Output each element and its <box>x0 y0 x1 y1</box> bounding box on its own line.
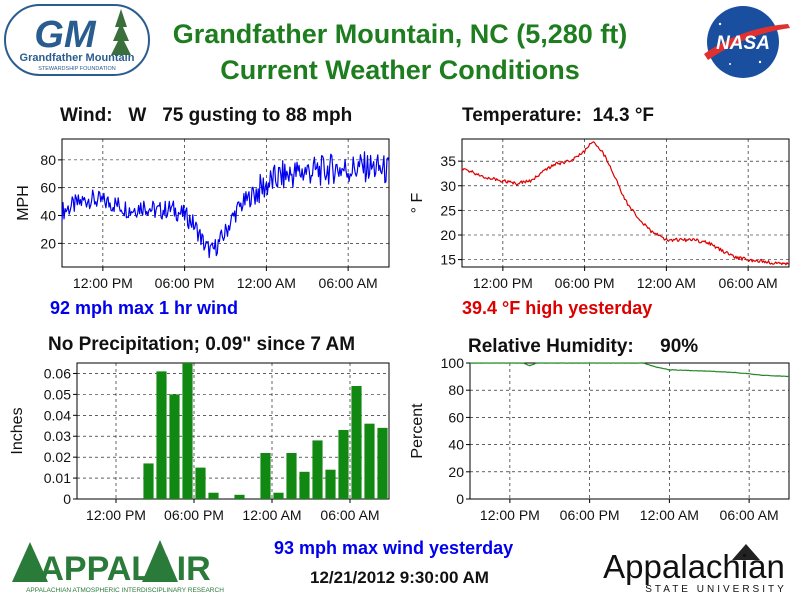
humidity-ytick-label: 80 <box>448 382 464 398</box>
precipitation-bar <box>364 423 375 499</box>
wind-xtick-label: 12:00 AM <box>237 275 296 291</box>
precipitation-bar <box>351 386 362 499</box>
precipitation-bar <box>377 427 388 499</box>
precipitation-plot-area <box>76 362 390 500</box>
appalachian-state-logo: Appalachian STATE UNIVERSITY <box>596 540 796 596</box>
precipitation-xtick-label: 12:00 AM <box>242 507 301 523</box>
temperature-xtick-label: 12:00 PM <box>473 275 533 291</box>
wind-series-line <box>61 151 390 259</box>
precipitation-ytick-label: 0.05 <box>44 386 71 402</box>
appalair-logo-tagline: APPALACHIAN ATMOSPHERIC INTERDISCIPLINAR… <box>26 587 224 594</box>
appalachian-logo-text: Appalachian <box>603 548 785 585</box>
wind-xtick-label: 06:00 PM <box>155 275 215 291</box>
precipitation-ytick-label: 0.03 <box>44 428 71 444</box>
temperature-xtick-label: 06:00 PM <box>555 275 615 291</box>
humidity-xtick-label: 12:00 PM <box>480 507 540 523</box>
temperature-ytick-label: 30 <box>440 178 456 194</box>
wind-xtick-label: 12:00 PM <box>73 275 133 291</box>
temperature-series-line <box>461 141 790 266</box>
temperature-chart-title: Temperature: 14.3 °F <box>462 105 655 126</box>
timestamp: 12/21/2012 9:30:00 AM <box>310 568 489 587</box>
precipitation-bar <box>156 371 167 499</box>
wind-chart-title: Wind: W 75 gusting to 88 mph <box>60 105 353 126</box>
humidity-xtick-label: 06:00 AM <box>720 507 779 523</box>
temperature-ylabel: ° F <box>409 192 426 213</box>
wind-max-note: 92 mph max 1 hr wind <box>50 298 239 318</box>
wind-ytick-label: 20 <box>40 235 56 251</box>
precipitation-xtick-label: 06:00 AM <box>320 507 379 523</box>
humidity-ytick-label: 60 <box>448 409 464 425</box>
max-wind-yesterday: 93 mph max wind yesterday <box>274 538 514 558</box>
humidity-ytick-label: 0 <box>456 491 464 507</box>
temperature-ytick-label: 25 <box>440 202 456 218</box>
wind-chart: 20 40 60 80 12:00 PM 06:00 PM 12:00 AM 06:00 AM… <box>15 138 390 291</box>
humidity-ylabel: Percent <box>409 403 426 459</box>
precipitation-ytick-label: 0.04 <box>44 407 71 423</box>
precipitation-bar <box>234 494 245 499</box>
appalachian-logo-tagline: STATE UNIVERSITY <box>645 584 787 595</box>
precipitation-ytick-label: 0 <box>63 491 71 507</box>
humidity-plot-area <box>469 362 790 500</box>
precipitation-bar <box>195 467 206 499</box>
appalair-logo-text: APPALAIR <box>39 550 210 588</box>
page-title-line1: Grandfather Mountain, NC (5,280 ft) <box>172 19 628 49</box>
gm-logo-letters: GM <box>34 14 97 56</box>
precipitation-bar <box>143 463 154 499</box>
temperature-xtick-label: 12:00 AM <box>637 275 696 291</box>
precipitation-bar <box>299 471 310 499</box>
precipitation-bar <box>260 452 271 499</box>
humidity-ytick-label: 40 <box>448 437 464 453</box>
temperature-ytick-label: 15 <box>440 252 456 268</box>
humidity-chart: 0 20 40 60 80 100 12:00 PM 06:00 PM 12:00 AM 06:0… <box>409 355 790 523</box>
precip-chart-title: No Precipitation; 0.09" since 7 AM <box>48 334 356 355</box>
humidity-ytick-label: 100 <box>441 355 465 371</box>
wind-xtick-label: 06:00 AM <box>319 275 378 291</box>
grandfather-mountain-logo: GM Grandfather Mountain STEWARDSHIP FOUN… <box>3 3 153 77</box>
precipitation-bar <box>182 363 193 499</box>
temperature-ytick-label: 20 <box>440 227 456 243</box>
gm-logo-tagline: STEWARDSHIP FOUNDATION <box>38 66 116 72</box>
temperature-chart: 15 20 25 30 35 12:00 PM 06:00 PM 12:00 AM 06:00 … <box>409 138 790 291</box>
humidity-ytick-label: 20 <box>448 464 464 480</box>
precipitation-ytick-label: 0.01 <box>44 470 71 486</box>
precipitation-bar <box>325 469 336 499</box>
temperature-plot-area <box>461 138 790 268</box>
appalair-logo: APPALAIR APPALACHIAN ATMOSPHERIC INTERDI… <box>10 534 240 596</box>
precipitation-bar <box>273 492 284 499</box>
wind-ytick-label: 40 <box>40 208 56 224</box>
page-title-line2: Current Weather Conditions <box>220 55 580 85</box>
precipitation-bar <box>169 394 180 499</box>
precipitation-xtick-label: 12:00 PM <box>86 507 146 523</box>
nasa-logo: NASA <box>700 2 790 82</box>
precipitation-ytick-label: 0.06 <box>44 365 71 381</box>
temperature-ytick-label: 35 <box>440 153 456 169</box>
wind-plot-area <box>61 138 390 268</box>
precipitation-bar <box>286 452 297 499</box>
wind-ylabel: MPH <box>15 185 32 221</box>
precipitation-ylabel: Inches <box>9 407 26 454</box>
humidity-xtick-label: 06:00 PM <box>560 507 620 523</box>
wind-ytick-label: 80 <box>40 152 56 168</box>
precipitation-bar <box>208 492 219 499</box>
wind-ytick-label: 60 <box>40 180 56 196</box>
precipitation-chart: 0 0.01 0.02 0.03 0.04 0.05 0.06 12:00 PM 06:00 P… <box>9 362 390 523</box>
humidity-xtick-label: 12:00 AM <box>640 507 699 523</box>
humidity-chart-title: Relative Humidity: 90% <box>468 336 699 357</box>
gm-logo-name: Grandfather Mountain <box>20 52 135 64</box>
precipitation-bar <box>338 429 349 499</box>
temperature-high-note: 39.4 °F high yesterday <box>462 298 653 318</box>
precipitation-bar <box>312 440 323 499</box>
humidity-series-line <box>469 362 789 378</box>
precipitation-xtick-label: 06:00 PM <box>164 507 224 523</box>
nasa-logo-text: NASA <box>716 33 770 54</box>
precipitation-ytick-label: 0.02 <box>44 449 71 465</box>
temperature-xtick-label: 06:00 AM <box>719 275 778 291</box>
